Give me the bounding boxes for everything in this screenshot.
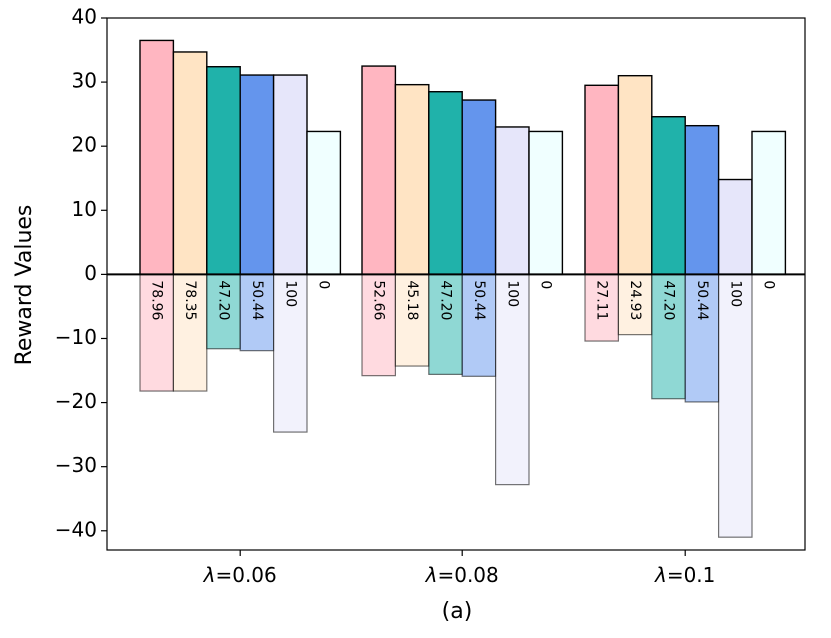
bar-value-label: 78.35 xyxy=(182,280,198,320)
y-tick-label: 10 xyxy=(72,197,97,221)
figure-caption: (a) xyxy=(442,599,473,624)
y-tick-label: −30 xyxy=(55,453,97,477)
x-tick-value: =0.1 xyxy=(667,563,716,587)
bar-negative xyxy=(617,273,653,336)
bar-positive xyxy=(239,74,275,276)
bar-positive xyxy=(461,99,497,276)
bar-value-label: 50.44 xyxy=(694,280,710,320)
bar-negative xyxy=(394,273,430,367)
bar-value-label: 0 xyxy=(538,280,554,289)
x-tick-label: λ=0.1 xyxy=(654,563,715,587)
x-tick-symbol: λ xyxy=(425,563,438,587)
bar-negative xyxy=(428,273,463,375)
bar-value-label: 47.20 xyxy=(216,280,232,320)
bar-positive xyxy=(272,74,308,276)
bar-value-label: 24.93 xyxy=(627,280,643,320)
y-axis-ticks: 40 30 20 10 0 −10 −20 −30 −40 xyxy=(55,5,107,541)
bar-negative xyxy=(461,273,497,377)
x-axis-ticks: λ=0.06 λ=0.08 λ=0.1 xyxy=(203,550,715,587)
y-tick-label: −20 xyxy=(55,389,97,413)
bar-positive xyxy=(206,66,241,276)
bar-positive xyxy=(494,126,530,276)
bar-value-label: 50.44 xyxy=(471,280,487,320)
bar-positive xyxy=(361,65,397,276)
bar-negative xyxy=(361,273,397,377)
x-tick-value: =0.08 xyxy=(437,563,498,587)
bar-value-label: 0 xyxy=(316,280,332,289)
bar-positive xyxy=(139,39,175,276)
x-tick-label: λ=0.06 xyxy=(203,563,277,587)
x-tick-symbol: λ xyxy=(654,563,667,587)
bar-value-label: 100 xyxy=(727,280,743,307)
bar-positive xyxy=(717,178,753,276)
bar-negative xyxy=(495,273,530,486)
bar-positive xyxy=(394,83,430,276)
y-tick-label: 0 xyxy=(84,261,97,285)
bar-negative xyxy=(139,273,175,392)
bar-value-label: 100 xyxy=(504,280,520,307)
y-tick-label: −40 xyxy=(55,517,97,541)
bar-negative xyxy=(273,273,308,433)
bar-value-label: 47.20 xyxy=(438,280,454,320)
positive-bars xyxy=(139,39,787,276)
bar-positive xyxy=(751,130,787,276)
plot-frame xyxy=(106,17,806,551)
y-axis-label: Reward Values xyxy=(12,205,37,366)
bar-value-labels: 78.96 78.35 47.20 50.44 100 0 52.66 45.18 47.20 5… xyxy=(149,280,777,320)
bar-negative xyxy=(172,273,208,392)
bar-value-label: 100 xyxy=(282,280,298,307)
bar-value-label: 0 xyxy=(761,280,777,289)
bar-value-label: 47.20 xyxy=(661,280,677,320)
y-tick-label: 30 xyxy=(72,69,97,93)
bar-value-label: 78.96 xyxy=(149,280,165,320)
bar-negative xyxy=(717,273,753,538)
bar-positive xyxy=(172,51,208,276)
y-tick-label: −10 xyxy=(55,325,97,349)
bar-positive xyxy=(528,130,564,276)
bar-positive xyxy=(684,124,720,276)
bar-value-label: 52.66 xyxy=(371,280,387,320)
bar-negative xyxy=(651,273,686,400)
bar-positive xyxy=(428,91,463,276)
x-tick-symbol: λ xyxy=(203,563,216,587)
bar-positive xyxy=(584,84,620,276)
y-tick-label: 40 xyxy=(72,5,97,29)
bar-positive xyxy=(617,74,653,276)
bar-value-label: 45.18 xyxy=(404,280,420,320)
bar-positive xyxy=(651,116,686,276)
bar-value-label: 27.11 xyxy=(594,280,610,320)
negative-bars xyxy=(139,273,753,538)
bar-value-label: 50.44 xyxy=(249,280,265,320)
x-tick-value: =0.06 xyxy=(215,563,276,587)
bar-positive xyxy=(306,130,342,276)
y-tick-label: 20 xyxy=(72,133,97,157)
x-tick-label: λ=0.08 xyxy=(425,563,499,587)
